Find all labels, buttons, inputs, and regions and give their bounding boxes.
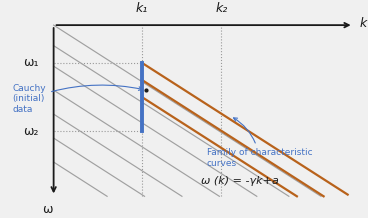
Text: k₁: k₁ — [136, 2, 148, 15]
Text: ω: ω — [42, 203, 53, 216]
Text: Family of characteristic
curves: Family of characteristic curves — [206, 118, 312, 168]
Text: ω (k) = -γk+a: ω (k) = -γk+a — [201, 176, 279, 186]
Text: k₂: k₂ — [215, 2, 227, 15]
Text: ω₁: ω₁ — [24, 56, 39, 69]
Text: Cauchy
(initial)
data: Cauchy (initial) data — [13, 84, 142, 114]
Text: ω₂: ω₂ — [24, 125, 39, 138]
Text: k: k — [360, 17, 367, 30]
